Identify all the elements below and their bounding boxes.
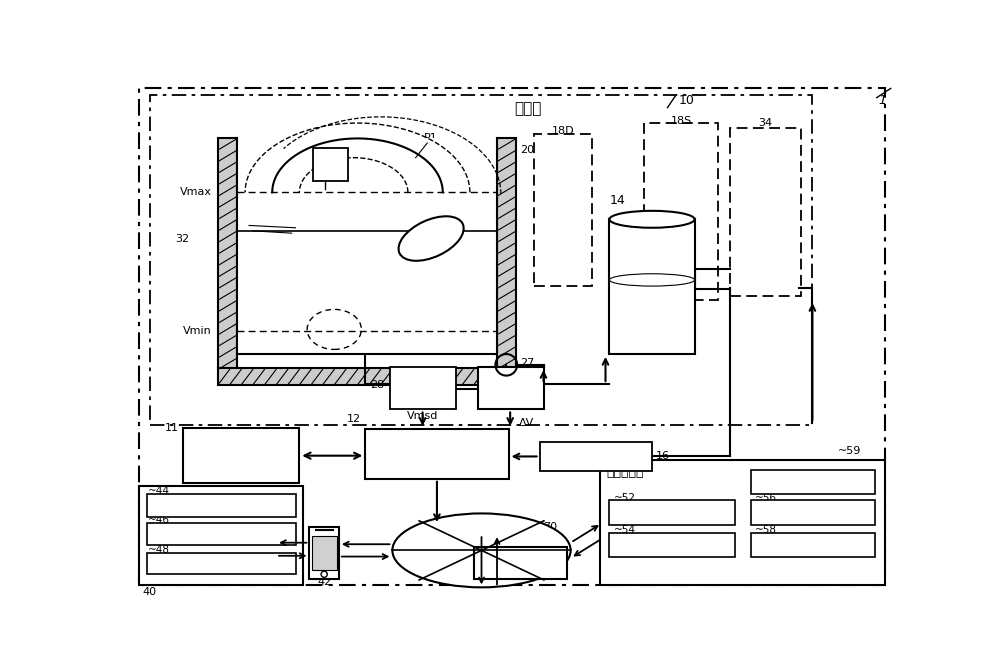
Bar (534, 134, 592, 286)
Text: 洗涤处理液选择部: 洗涤处理液选择部 (198, 559, 245, 569)
Text: EC服务器: EC服务器 (502, 556, 539, 569)
Text: 要否订购判断部: 要否订购判断部 (652, 507, 693, 517)
Text: 28: 28 (370, 380, 385, 390)
Text: ~59: ~59 (838, 446, 861, 456)
Text: Vmsd: Vmsd (407, 411, 438, 421)
Text: Vmax: Vmax (180, 187, 212, 197)
Text: 储备数指令値输入部: 储备数指令値输入部 (195, 501, 248, 511)
Bar (609, 500, 735, 525)
Text: ~50: ~50 (612, 446, 635, 456)
Text: 洗衣机: 洗衣机 (514, 101, 542, 117)
Bar (600, 460, 885, 585)
Bar (609, 533, 735, 557)
Bar (309, 527, 339, 579)
Text: 操作显示
面板: 操作显示 面板 (226, 442, 256, 470)
Text: 11: 11 (165, 423, 179, 433)
Text: 24a: 24a (466, 240, 487, 250)
Bar (139, 486, 303, 585)
Bar (751, 500, 875, 525)
Text: 12: 12 (347, 414, 361, 424)
Bar (644, 123, 718, 300)
Bar (474, 547, 567, 579)
Text: 34: 34 (758, 118, 772, 128)
Text: ~56: ~56 (755, 493, 777, 503)
Bar (218, 139, 237, 370)
Bar (540, 442, 652, 471)
Text: 27: 27 (520, 358, 534, 368)
Text: ~46: ~46 (148, 515, 170, 525)
Text: 18D: 18D (552, 126, 574, 136)
Text: Vmin: Vmin (183, 326, 212, 336)
Bar (150, 95, 812, 425)
Bar (313, 149, 348, 180)
Text: ~58: ~58 (755, 525, 777, 535)
Ellipse shape (609, 274, 695, 286)
Text: 18S: 18S (671, 117, 692, 127)
Bar (237, 139, 497, 354)
Ellipse shape (609, 211, 695, 228)
Text: ~44: ~44 (148, 486, 170, 496)
Text: 14: 14 (609, 194, 625, 206)
Ellipse shape (399, 216, 464, 261)
Text: 重置部: 重置部 (211, 527, 232, 541)
Bar (147, 553, 296, 574)
Text: 16: 16 (656, 452, 670, 462)
Text: ΔV: ΔV (519, 418, 534, 428)
Bar (751, 470, 875, 494)
Text: ~52: ~52 (614, 493, 636, 503)
Text: 控制部: 控制部 (424, 447, 450, 461)
Bar (312, 535, 337, 569)
Text: P1: P1 (424, 133, 438, 143)
Bar (497, 139, 516, 370)
Text: 60: 60 (456, 567, 470, 577)
Text: ~54: ~54 (614, 525, 636, 535)
Text: 32: 32 (175, 234, 190, 244)
Text: 数据库: 数据库 (803, 540, 823, 550)
Bar (147, 523, 296, 545)
Text: ~48: ~48 (148, 545, 170, 555)
Text: 42: 42 (317, 577, 331, 587)
Text: 24: 24 (411, 266, 425, 276)
Text: 总剩余量运算部: 总剩余量运算部 (793, 477, 834, 487)
Bar (730, 129, 801, 296)
Bar (218, 368, 516, 385)
Text: 1: 1 (878, 94, 886, 107)
Text: P2: P2 (316, 227, 330, 237)
Bar (147, 494, 296, 517)
Bar (609, 219, 695, 354)
Text: 22: 22 (297, 140, 311, 150)
Text: 累积使用量运算部: 累积使用量运算部 (792, 508, 835, 517)
Bar (183, 428, 299, 484)
Ellipse shape (392, 513, 571, 587)
Bar (751, 533, 875, 557)
Bar (390, 367, 456, 410)
Bar (365, 429, 509, 479)
Text: 70: 70 (544, 522, 558, 532)
Text: 10: 10 (679, 94, 695, 107)
Text: 20: 20 (520, 145, 534, 155)
Text: 管理服务器: 管理服务器 (606, 466, 644, 480)
Bar (478, 367, 544, 410)
Text: 40: 40 (143, 587, 157, 597)
Text: 订购处理部: 订购处理部 (656, 540, 689, 550)
